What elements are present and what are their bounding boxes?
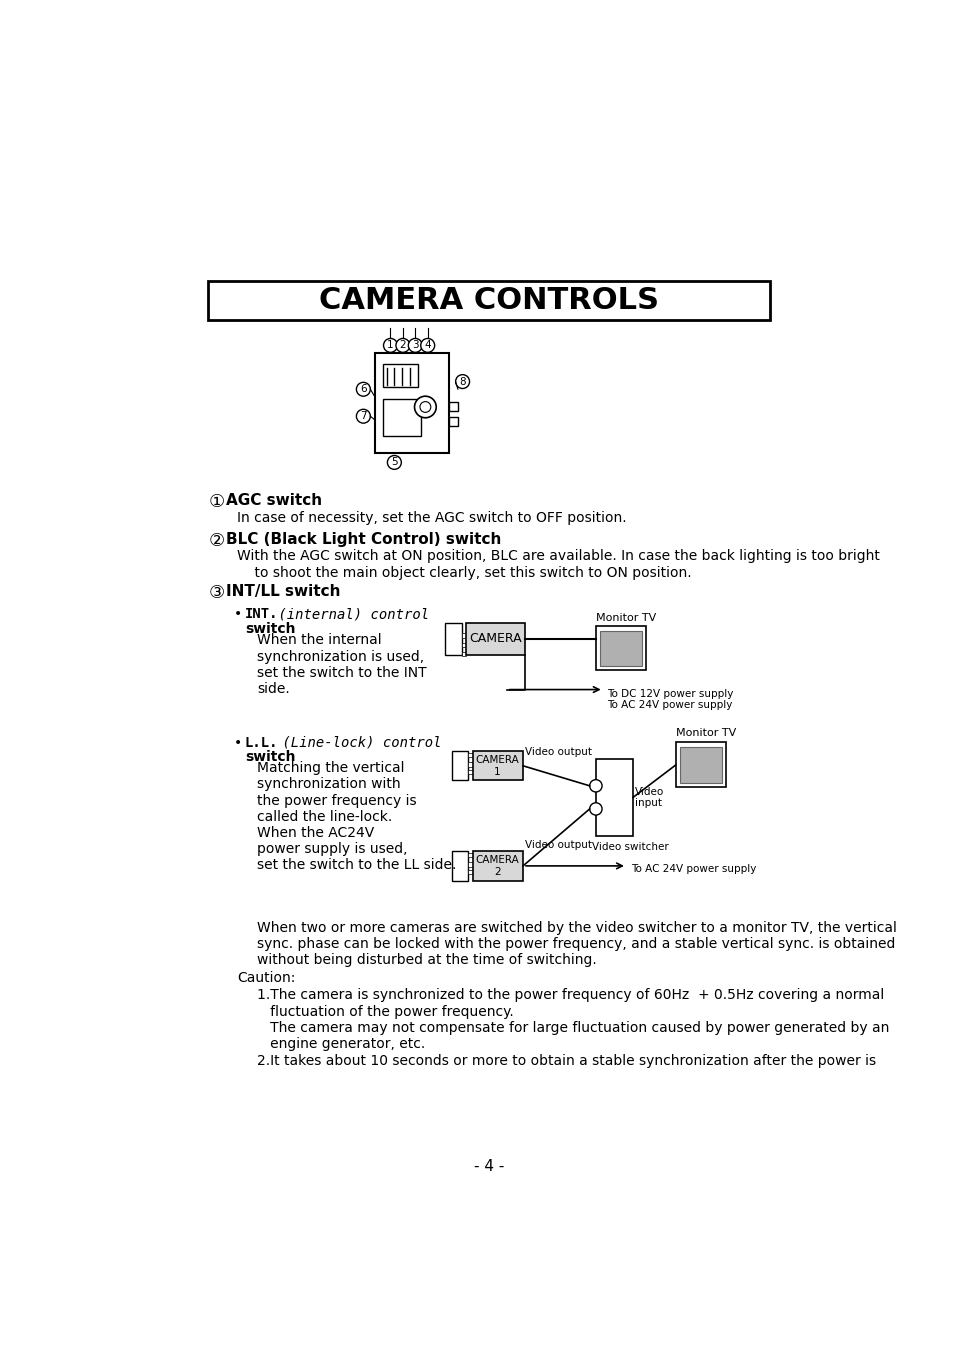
Text: To AC 24V power supply: To AC 24V power supply [630,865,756,874]
Bar [444,623,461,655]
Text: •: • [233,736,242,750]
Text: switch: switch [245,750,295,765]
Circle shape [589,802,601,815]
Text: In case of necessity, set the AGC switch to OFF position.: In case of necessity, set the AGC switch… [236,511,626,526]
Text: L.L.: L.L. [245,736,278,750]
Bar [208,281,769,320]
Bar [675,742,725,786]
Circle shape [387,455,401,469]
Bar [468,870,472,874]
Circle shape [456,374,469,389]
Text: Video output: Video output [524,840,591,850]
Bar [375,353,448,453]
Bar [468,762,472,766]
Text: When the internal
synchronization is used,
set the switch to the INT
side.: When the internal synchronization is use… [257,634,426,696]
Bar [472,851,522,881]
Text: Video output: Video output [524,747,591,758]
Circle shape [589,780,601,792]
Text: 7: 7 [359,411,366,422]
Text: 1.The camera is synchronized to the power frequency of 60Hz  + 0.5Hz covering a : 1.The camera is synchronized to the powe… [257,989,888,1051]
Text: With the AGC switch at ON position, BLC are available. In case the back lighting: With the AGC switch at ON position, BLC … [236,550,879,580]
Text: (internal) control: (internal) control [270,607,429,621]
Circle shape [420,339,435,353]
Text: BLC (Black Light Control) switch: BLC (Black Light Control) switch [226,532,501,547]
Text: AGC switch: AGC switch [226,493,322,508]
Circle shape [415,396,436,417]
Text: •: • [233,607,242,621]
Bar [448,417,457,426]
Text: Caution:: Caution: [236,970,295,985]
Text: 1: 1 [387,340,394,350]
Text: 2.It takes about 10 seconds or more to obtain a stable synchronization after the: 2.It takes about 10 seconds or more to o… [257,1054,876,1067]
Bar [468,770,472,774]
Circle shape [395,339,410,353]
Bar [472,751,522,781]
Text: ②: ② [208,532,224,550]
Bar [448,401,457,411]
Text: Video
input: Video input [635,786,664,808]
Text: Monitor TV: Monitor TV [596,612,656,623]
Text: To AC 24V power supply: To AC 24V power supply [606,700,731,709]
Bar [461,634,466,638]
Text: ①: ① [208,493,224,511]
Text: When two or more cameras are switched by the video switcher to a monitor TV, the: When two or more cameras are switched by… [257,920,896,967]
Text: 4: 4 [424,340,431,350]
Text: - 4 -: - 4 - [474,1159,503,1174]
Circle shape [383,339,397,353]
Text: CAMERA
1: CAMERA 1 [476,755,518,777]
Bar [461,643,466,647]
Text: 3: 3 [412,340,418,350]
Circle shape [408,339,422,353]
Bar [468,753,472,758]
Text: INT/LL switch: INT/LL switch [226,584,340,598]
Bar [599,631,641,666]
Bar [382,363,417,386]
Bar [468,862,472,867]
Text: CAMERA
2: CAMERA 2 [476,855,518,877]
Text: Matching the vertical
synchronization with
the power frequency is
called the lin: Matching the vertical synchronization wi… [257,761,456,873]
Bar [596,759,633,836]
Text: ③: ③ [208,584,224,603]
Text: 5: 5 [391,458,397,467]
Circle shape [356,382,370,396]
Circle shape [356,409,370,423]
Text: CAMERA: CAMERA [468,632,521,646]
Text: Monitor TV: Monitor TV [675,728,735,738]
Bar [466,623,524,655]
Bar [461,651,466,657]
Bar [452,851,468,881]
Text: (Line-lock) control: (Line-lock) control [274,736,441,750]
Bar [596,626,645,670]
Text: To DC 12V power supply: To DC 12V power supply [606,689,732,698]
Text: 2: 2 [399,340,406,350]
Bar [468,852,472,858]
Text: INT.: INT. [245,607,278,621]
Bar [382,400,421,436]
Bar [452,751,468,781]
Text: switch: switch [245,621,295,636]
Text: Video switcher: Video switcher [592,842,668,852]
Text: CAMERA CONTROLS: CAMERA CONTROLS [319,286,659,315]
Bar [679,747,721,782]
Text: 8: 8 [458,377,465,386]
Text: 6: 6 [359,384,366,394]
